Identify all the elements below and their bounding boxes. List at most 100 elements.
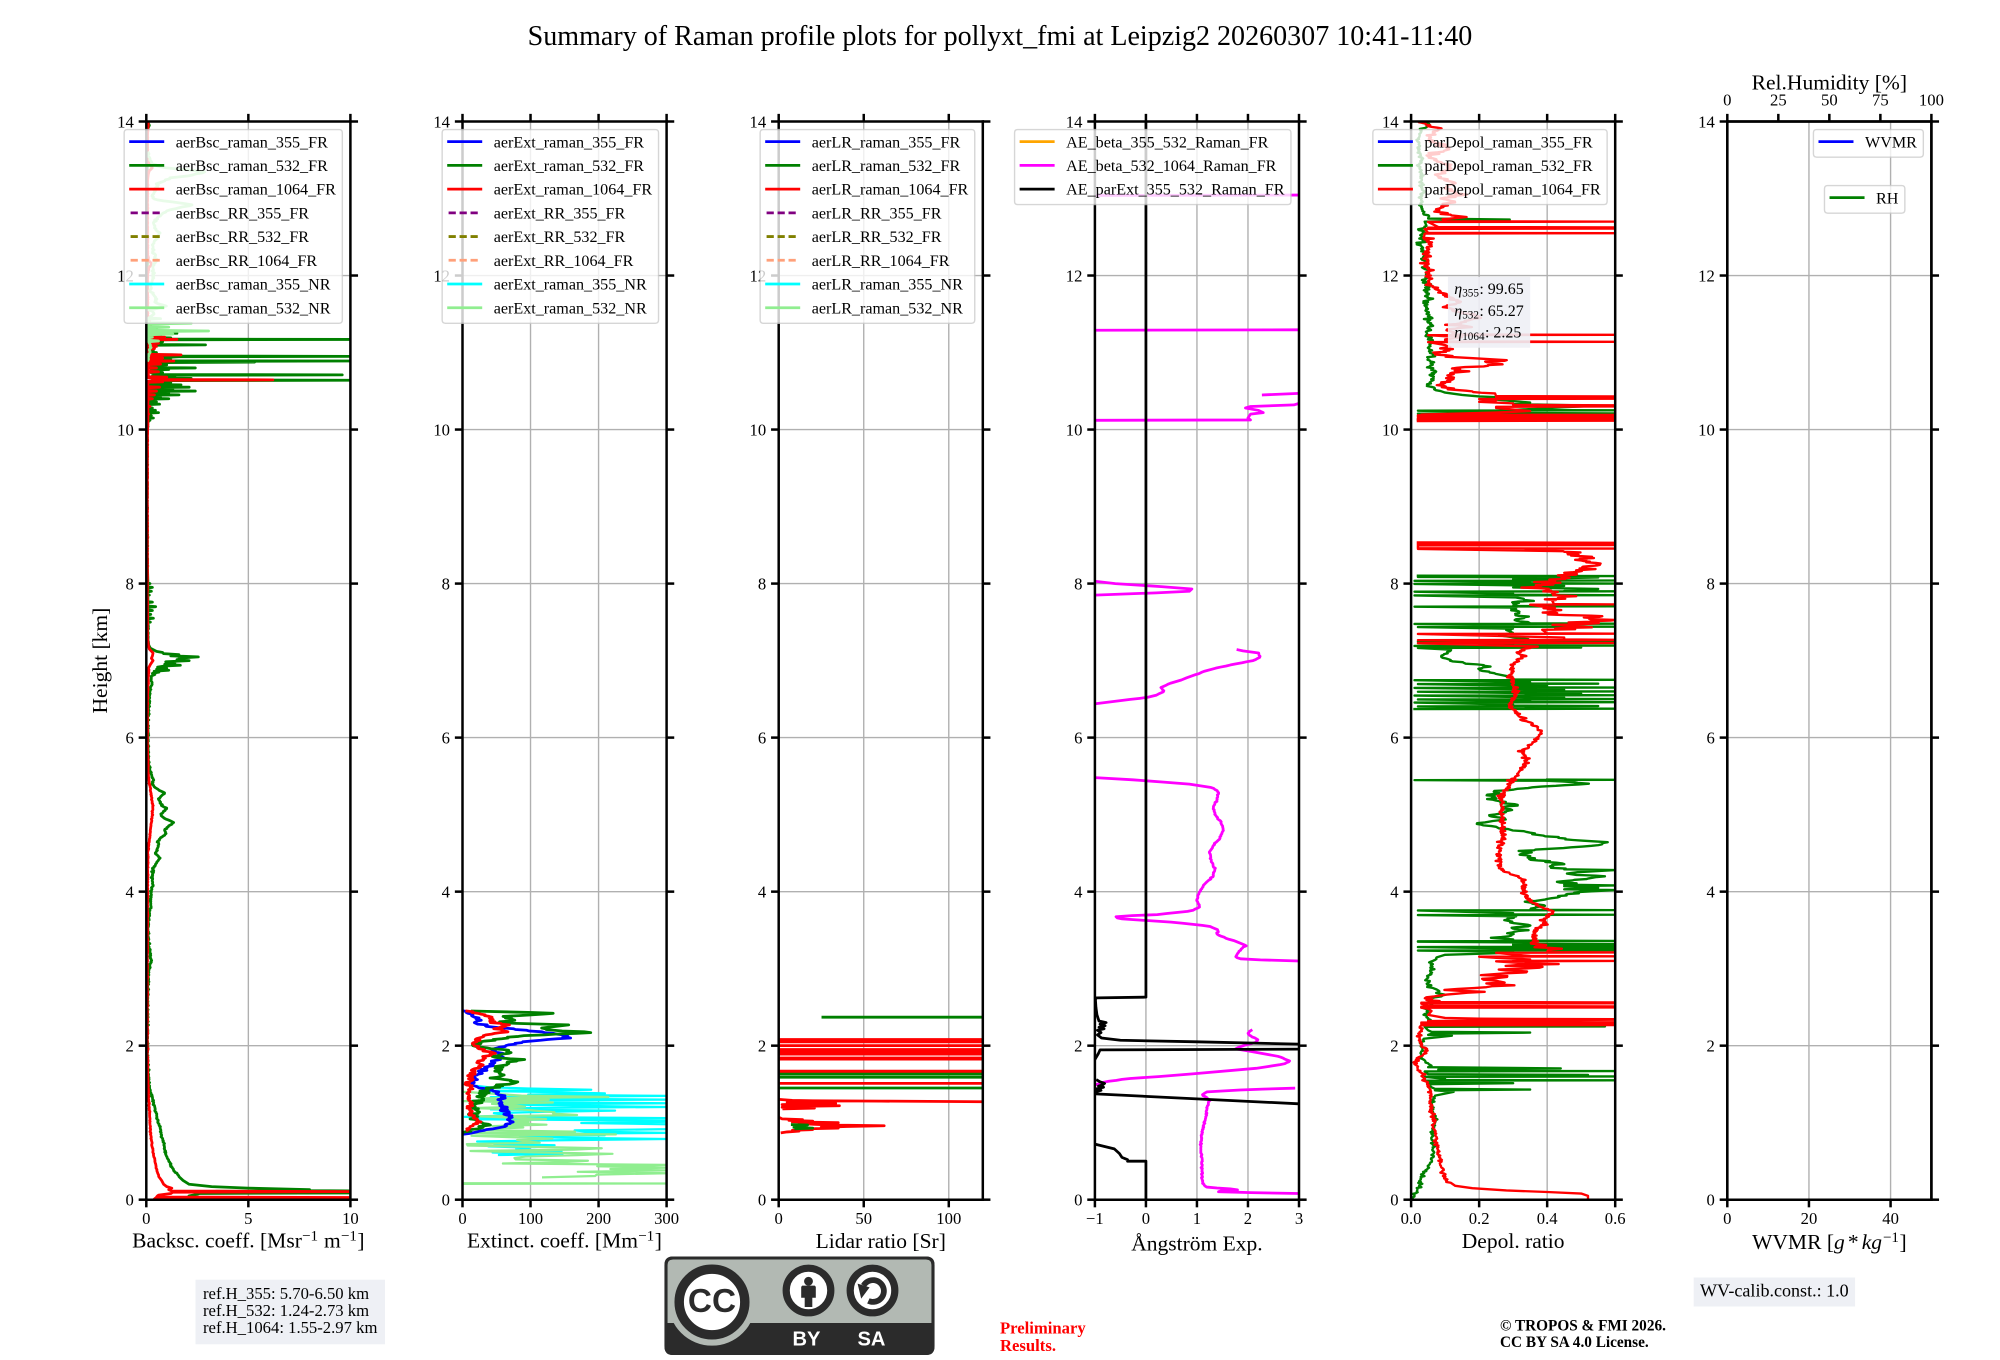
svg-text:−1: −1 xyxy=(1086,1209,1104,1228)
svg-text:0.0: 0.0 xyxy=(1401,1209,1422,1228)
svg-text:parDepol_raman_532_FR: parDepol_raman_532_FR xyxy=(1424,158,1592,175)
svg-text:WV-calib.const.: 1.0: WV-calib.const.: 1.0 xyxy=(1700,1280,1849,1300)
svg-text:BY: BY xyxy=(793,1329,822,1351)
svg-text:20: 20 xyxy=(1801,1209,1818,1228)
svg-text:aerBsc_raman_532_NR: aerBsc_raman_532_NR xyxy=(176,300,331,317)
svg-text:14: 14 xyxy=(750,112,767,131)
svg-text:η 3 5 5: η 3 5 5 : 9 9 . 6 5 xyxy=(1454,274,1523,301)
svg-text:AE_beta_532_1064_Raman_FR: AE_beta_532_1064_Raman_FR xyxy=(1066,158,1277,175)
svg-text:12: 12 xyxy=(1382,266,1399,285)
svg-text:aerExt_raman_1064_FR: aerExt_raman_1064_FR xyxy=(494,182,653,199)
svg-text:10: 10 xyxy=(117,420,134,439)
svg-text:AE_beta_355_532_Raman_FR: AE_beta_355_532_Raman_FR xyxy=(1066,134,1268,151)
svg-text:aerLR_raman_355_FR: aerLR_raman_355_FR xyxy=(812,134,961,151)
svg-text:6: 6 xyxy=(125,728,133,747)
svg-text:0.2: 0.2 xyxy=(1469,1209,1490,1228)
svg-text:8: 8 xyxy=(1390,574,1398,593)
svg-text:8: 8 xyxy=(442,574,450,593)
svg-text:aerExt_raman_532_FR: aerExt_raman_532_FR xyxy=(494,158,645,175)
svg-text:aerExt_RR_532_FR: aerExt_RR_532_FR xyxy=(494,229,626,246)
svg-text:14: 14 xyxy=(433,112,450,131)
svg-text:10: 10 xyxy=(1066,420,1083,439)
svg-text:AE_parExt_355_532_Raman_FR: AE_parExt_355_532_Raman_FR xyxy=(1066,182,1285,199)
svg-text:aerLR_RR_355_FR: aerLR_RR_355_FR xyxy=(812,205,942,222)
svg-text:Preliminary: Preliminary xyxy=(1000,1319,1086,1338)
svg-text:2: 2 xyxy=(758,1036,766,1055)
svg-text:8: 8 xyxy=(1074,574,1082,593)
svg-text:aerBsc_raman_532_FR: aerBsc_raman_532_FR xyxy=(176,158,328,175)
svg-text:10: 10 xyxy=(750,420,767,439)
svg-text:0: 0 xyxy=(142,1209,150,1228)
svg-text:aerExt_RR_1064_FR: aerExt_RR_1064_FR xyxy=(494,253,634,270)
svg-text:CC BY SA 4.0 License.: CC BY SA 4.0 License. xyxy=(1500,1334,1649,1351)
svg-text:Height [km]: Height [km] xyxy=(88,608,112,714)
svg-text:aerBsc_raman_355_NR: aerBsc_raman_355_NR xyxy=(176,277,331,294)
svg-text:2: 2 xyxy=(442,1036,450,1055)
svg-text:0: 0 xyxy=(1723,1209,1731,1228)
svg-text:2: 2 xyxy=(1074,1036,1082,1055)
svg-text:aerLR_RR_532_FR: aerLR_RR_532_FR xyxy=(812,229,942,246)
svg-text:14: 14 xyxy=(1066,112,1083,131)
svg-text:4: 4 xyxy=(125,882,134,901)
svg-text:8: 8 xyxy=(758,574,766,593)
svg-text:100: 100 xyxy=(518,1209,543,1228)
svg-text:parDepol_raman_355_FR: parDepol_raman_355_FR xyxy=(1424,134,1592,151)
svg-text:W V M R: W V M R [ * ] g k g − 1 xyxy=(1752,1222,1912,1254)
svg-text:6: 6 xyxy=(758,728,766,747)
svg-text:2: 2 xyxy=(1390,1036,1398,1055)
svg-text:aerExt_raman_355_FR: aerExt_raman_355_FR xyxy=(494,134,645,151)
svg-text:aerBsc_raman_355_FR: aerBsc_raman_355_FR xyxy=(176,134,328,151)
svg-text:50: 50 xyxy=(855,1209,872,1228)
svg-text:E x t i: E x t i n c t . c o e f f . [ M m ] − 1 xyxy=(467,1221,667,1253)
svg-text:300: 300 xyxy=(654,1209,679,1228)
svg-text:CC: CC xyxy=(688,1283,736,1320)
svg-text:η 5 3 2: η 5 3 2 : 6 5 . 2 7 xyxy=(1454,296,1523,323)
svg-text:parDepol_raman_1064_FR: parDepol_raman_1064_FR xyxy=(1424,182,1601,199)
svg-text:0: 0 xyxy=(125,1190,133,1209)
svg-text:aerExt_RR_355_FR: aerExt_RR_355_FR xyxy=(494,205,626,222)
svg-text:8: 8 xyxy=(125,574,133,593)
svg-text:aerBsc_raman_1064_FR: aerBsc_raman_1064_FR xyxy=(176,182,336,199)
svg-text:η 1 0 6: η 1 0 6 4 : 2 . 2 5 xyxy=(1454,318,1521,345)
svg-text:10: 10 xyxy=(342,1209,359,1228)
svg-text:4: 4 xyxy=(758,882,767,901)
svg-text:ref.H_1064: 1.55-2.97 km: ref.H_1064: 1.55-2.97 km xyxy=(203,1318,377,1337)
svg-text:WVMR: WVMR xyxy=(1865,134,1917,151)
svg-text:0: 0 xyxy=(1142,1209,1150,1228)
svg-text:SA: SA xyxy=(858,1329,886,1351)
svg-text:14: 14 xyxy=(117,112,134,131)
svg-text:0: 0 xyxy=(1723,90,1731,109)
svg-text:0: 0 xyxy=(1706,1190,1714,1209)
svg-text:10: 10 xyxy=(1382,420,1399,439)
svg-text:aerLR_raman_532_NR: aerLR_raman_532_NR xyxy=(812,300,963,317)
svg-text:14: 14 xyxy=(1382,112,1399,131)
svg-text:50: 50 xyxy=(1821,90,1838,109)
svg-text:B a c k: B a c k s c . c o e f f . [ M s r m ] − xyxy=(132,1221,370,1253)
svg-text:ref.H_355: 5.70-6.50 km: ref.H_355: 5.70-6.50 km xyxy=(203,1284,369,1303)
svg-text:4: 4 xyxy=(1706,882,1715,901)
svg-text:6: 6 xyxy=(1390,728,1398,747)
svg-text:3: 3 xyxy=(1295,1209,1303,1228)
svg-text:ref.H_532: 1.24-2.73 km: ref.H_532: 1.24-2.73 km xyxy=(203,1301,369,1320)
svg-text:Depol. ratio: Depol. ratio xyxy=(1462,1229,1565,1253)
svg-text:aerLR_RR_1064_FR: aerLR_RR_1064_FR xyxy=(812,253,950,270)
svg-text:2: 2 xyxy=(1244,1209,1252,1228)
svg-text:100: 100 xyxy=(936,1209,961,1228)
svg-text:aerExt_raman_532_NR: aerExt_raman_532_NR xyxy=(494,300,647,317)
svg-text:aerExt_raman_355_NR: aerExt_raman_355_NR xyxy=(494,277,647,294)
svg-text:200: 200 xyxy=(586,1209,611,1228)
svg-text:6: 6 xyxy=(442,728,450,747)
svg-text:Results.: Results. xyxy=(1000,1336,1056,1355)
svg-text:14: 14 xyxy=(1698,112,1715,131)
svg-text:aerLR_raman_532_FR: aerLR_raman_532_FR xyxy=(812,158,961,175)
svg-text:aerBsc_RR_1064_FR: aerBsc_RR_1064_FR xyxy=(176,253,318,270)
svg-text:aerLR_raman_355_NR: aerLR_raman_355_NR xyxy=(812,277,963,294)
svg-text:RH: RH xyxy=(1876,190,1899,207)
svg-text:0: 0 xyxy=(1390,1190,1398,1209)
svg-text:Rel.Humidity [%]: Rel.Humidity [%] xyxy=(1752,71,1907,95)
svg-text:4: 4 xyxy=(1390,882,1399,901)
svg-text:Ångström Exp.: Ångström Exp. xyxy=(1131,1232,1262,1256)
svg-text:2: 2 xyxy=(1706,1036,1714,1055)
svg-text:8: 8 xyxy=(1706,574,1714,593)
svg-text:Summary of Raman profile plots: Summary of Raman profile plots for polly… xyxy=(528,21,1473,52)
